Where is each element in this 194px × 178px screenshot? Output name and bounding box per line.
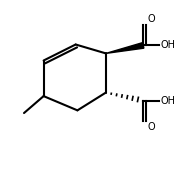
Text: OH: OH bbox=[160, 40, 175, 50]
Text: O: O bbox=[148, 14, 155, 24]
Polygon shape bbox=[106, 43, 144, 53]
Text: OH: OH bbox=[160, 96, 175, 106]
Text: O: O bbox=[148, 122, 155, 132]
